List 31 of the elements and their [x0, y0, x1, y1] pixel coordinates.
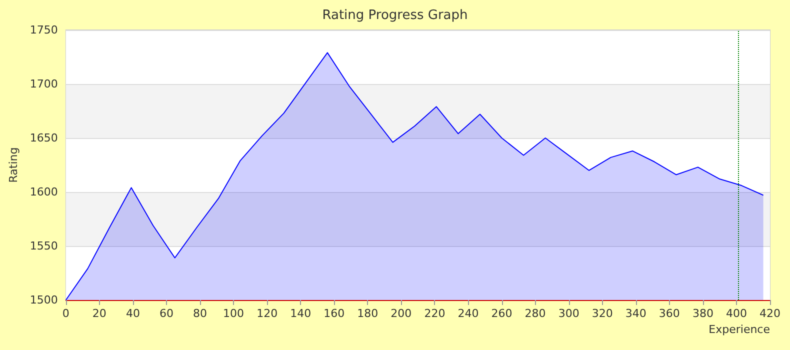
x-tick-label: 220 — [424, 307, 446, 320]
x-tick-label: 380 — [692, 307, 714, 320]
x-tick-label: 180 — [357, 307, 378, 320]
x-tick-label: 120 — [256, 307, 278, 320]
x-tick-label: 300 — [558, 307, 580, 320]
y-tick-label: 1750 — [30, 24, 58, 36]
x-tick-label: 160 — [324, 307, 345, 320]
x-axis-title: Experience — [708, 323, 770, 336]
x-tick-label: 360 — [658, 307, 680, 320]
x-tick-label: 100 — [223, 307, 244, 320]
x-tick-label: 80 — [193, 307, 208, 320]
x-tick-label: 0 — [62, 307, 70, 320]
y-tick-label: 1600 — [30, 186, 58, 198]
x-tick-label: 400 — [726, 307, 747, 320]
x-tick-label: 140 — [290, 307, 312, 320]
y-tick-label: 1700 — [30, 78, 58, 90]
x-tick-label: 20 — [92, 307, 106, 320]
x-tick-label: 40 — [126, 307, 140, 320]
y-tick-label: 1500 — [30, 294, 58, 306]
x-tick-label: 260 — [491, 307, 512, 320]
x-tick-label: 200 — [390, 307, 412, 320]
chart-title: Rating Progress Graph — [322, 8, 468, 23]
x-tick-label: 420 — [760, 307, 780, 320]
x-tick-label: 240 — [458, 307, 479, 320]
x-tick-label: 280 — [524, 307, 546, 320]
y-axis-title: Rating — [7, 147, 20, 183]
x-tick-label: 320 — [592, 307, 613, 320]
y-tick-label: 1650 — [30, 132, 58, 144]
x-tick-label: 60 — [159, 307, 174, 320]
y-tick-label: 1550 — [30, 240, 58, 252]
x-tick-label: 340 — [625, 307, 646, 320]
